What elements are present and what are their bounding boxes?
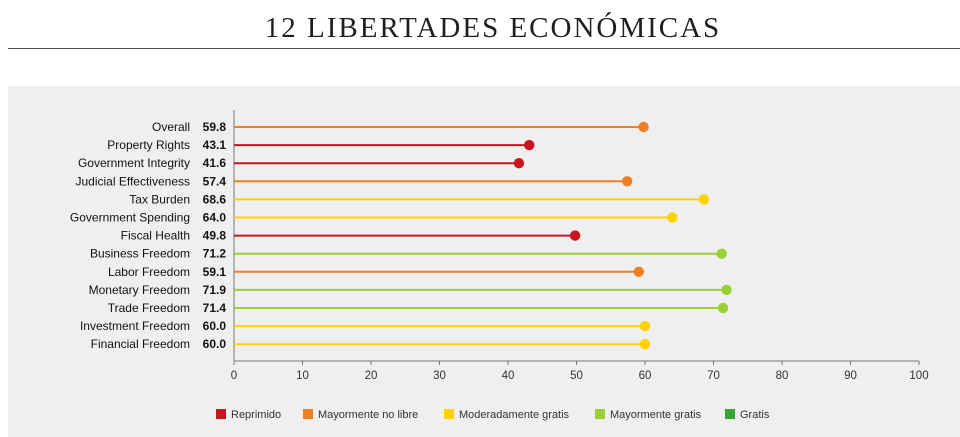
- lollipop-dot: [721, 284, 732, 296]
- category-label: Financial Freedom: [91, 337, 190, 351]
- x-tick-label: 100: [909, 370, 928, 382]
- x-tick-label: 20: [365, 370, 378, 382]
- lollipop-dot: [513, 158, 525, 169]
- lollipop-dot: [621, 176, 633, 187]
- title-divider: [8, 48, 960, 49]
- category-label: Labor Freedom: [108, 265, 190, 279]
- category-label: Business Freedom: [90, 247, 190, 261]
- value-label: 59.1: [203, 265, 227, 279]
- value-label: 64.0: [203, 211, 227, 225]
- category-label: Tax Burden: [129, 192, 190, 206]
- legend-label: Moderadamente gratis: [459, 409, 570, 421]
- x-tick-label: 0: [231, 370, 237, 382]
- lollipop-dot: [633, 266, 645, 277]
- x-tick-label: 40: [502, 370, 515, 382]
- value-label: 43.1: [203, 138, 227, 152]
- legend-swatch: [216, 409, 226, 419]
- legend-swatch: [725, 409, 735, 419]
- x-tick-label: 60: [639, 370, 652, 382]
- legend-label: Mayormente no libre: [318, 409, 418, 421]
- lollipop-dot: [698, 194, 710, 205]
- chart-title: 12 LIBERTADES ECONÓMICAS: [264, 12, 722, 44]
- category-label: Investment Freedom: [80, 319, 190, 333]
- value-label: 71.4: [203, 301, 227, 315]
- x-tick-label: 80: [776, 370, 789, 382]
- category-label: Trade Freedom: [108, 301, 190, 315]
- category-label: Government Integrity: [78, 156, 190, 170]
- lollipop-dot: [524, 139, 535, 151]
- value-label: 68.6: [203, 192, 227, 206]
- x-tick-label: 10: [296, 370, 309, 382]
- category-label: Property Rights: [107, 138, 190, 152]
- category-label: Judicial Effectiveness: [75, 174, 190, 188]
- value-label: 57.4: [203, 174, 227, 188]
- category-label: Government Spending: [70, 211, 190, 225]
- lollipop-dot: [716, 248, 727, 259]
- category-label: Overall: [152, 120, 190, 134]
- legend-label: Gratis: [740, 409, 770, 421]
- value-label: 41.6: [203, 156, 227, 170]
- lollipop-dot: [667, 212, 678, 223]
- legend-swatch: [444, 409, 454, 419]
- lollipop-dot: [639, 339, 651, 350]
- value-label: 49.8: [203, 229, 227, 243]
- x-tick-label: 30: [433, 370, 446, 382]
- value-label: 59.8: [203, 120, 227, 134]
- x-tick-label: 70: [707, 370, 720, 382]
- legend-swatch: [303, 409, 313, 419]
- legend-label: Mayormente gratis: [610, 409, 702, 421]
- value-label: 71.2: [203, 247, 227, 261]
- value-label: 60.0: [203, 337, 227, 351]
- value-label: 71.9: [203, 283, 227, 297]
- value-label: 60.0: [203, 319, 227, 333]
- lollipop-dot: [638, 121, 649, 133]
- x-tick-label: 50: [570, 370, 583, 382]
- legend-swatch: [595, 409, 605, 419]
- category-label: Fiscal Health: [121, 229, 190, 243]
- lollipop-dot: [717, 302, 729, 314]
- lollipop-dot: [639, 320, 651, 332]
- legend-label: Reprimido: [231, 409, 281, 421]
- lollipop-dot: [569, 230, 581, 241]
- x-tick-label: 90: [844, 370, 857, 382]
- category-label: Monetary Freedom: [89, 283, 190, 297]
